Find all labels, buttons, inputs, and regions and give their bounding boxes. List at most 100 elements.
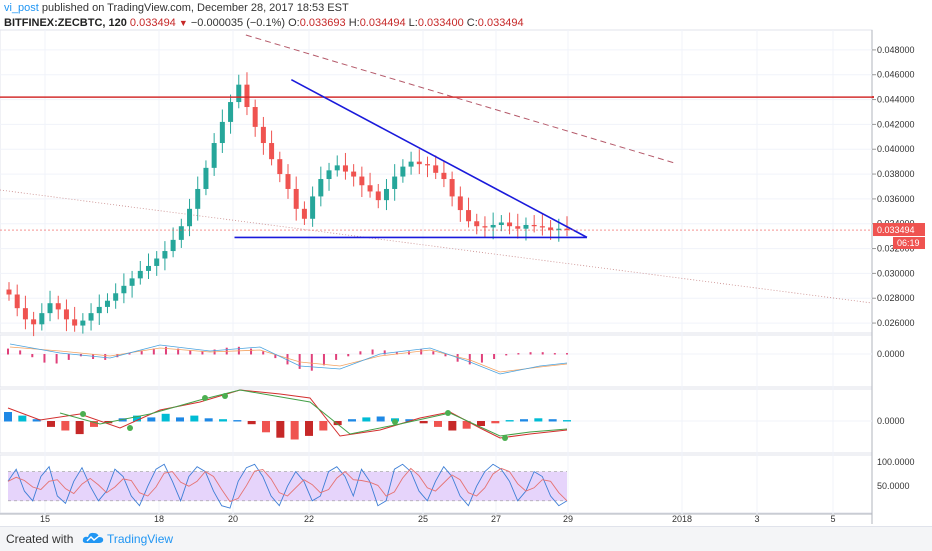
- candle-body: [96, 306, 102, 314]
- candle-body: [507, 222, 513, 227]
- candle-body: [277, 159, 283, 175]
- candle-body: [104, 300, 110, 307]
- candle-body: [400, 166, 406, 177]
- candle-body: [556, 228, 562, 230]
- candle-body: [187, 208, 193, 227]
- candle-body: [55, 303, 61, 310]
- candle-body: [31, 319, 37, 325]
- squeeze-bar: [176, 417, 184, 422]
- candle-body: [39, 313, 45, 325]
- squeeze-bar: [534, 418, 543, 422]
- candle-body: [334, 165, 340, 171]
- squeeze-signal-dot: [80, 411, 86, 417]
- squeeze-signal-dot: [127, 425, 133, 431]
- macd-bar: [104, 354, 107, 360]
- macd-bar: [177, 348, 180, 355]
- squeeze-bar: [4, 412, 12, 422]
- candle-body: [6, 289, 12, 295]
- squeeze-signal-dot: [502, 435, 508, 441]
- squeeze-bar: [47, 421, 55, 427]
- squeeze-bar: [219, 419, 227, 422]
- candle-body: [515, 226, 521, 229]
- high-value: 0.034494: [359, 17, 406, 29]
- candle-body: [195, 188, 201, 209]
- tradingview-brand-link[interactable]: TradingView: [107, 532, 174, 546]
- y-tick-label: 0.046000: [877, 70, 915, 80]
- macd-bar: [201, 351, 204, 355]
- macd-bar: [480, 354, 483, 363]
- squeeze-bar: [548, 419, 557, 422]
- y-tick-label: 0.030000: [877, 268, 915, 278]
- tradingview-cloud-icon: [82, 532, 104, 543]
- macd-bar: [7, 348, 9, 355]
- candle-body: [236, 84, 242, 103]
- macd-bar: [383, 350, 386, 355]
- macd-bar: [420, 349, 423, 355]
- low-label: L:: [408, 17, 418, 29]
- squeeze-bar: [462, 421, 471, 429]
- chart-header: vi_post published on TradingView.com, De…: [4, 1, 524, 31]
- footer-bar: Created with TradingView: [0, 526, 932, 551]
- last-price-badge: [873, 223, 925, 237]
- macd-bar: [359, 351, 362, 355]
- candle-body: [539, 226, 545, 228]
- candle-body: [121, 285, 127, 294]
- macd-bar: [505, 354, 508, 356]
- candle-body: [482, 226, 488, 228]
- last-price: 0.033494: [129, 17, 176, 29]
- macd-bar: [310, 354, 313, 371]
- macd-bar: [371, 349, 374, 355]
- y-tick-label: 0.028000: [877, 293, 915, 303]
- candle-body: [318, 179, 324, 197]
- macd-bar: [262, 351, 265, 355]
- y-tick-label: 0.026000: [877, 318, 915, 328]
- squeeze-bar: [348, 419, 356, 422]
- stoch-k-line: [7, 463, 568, 509]
- macd-bar: [274, 354, 277, 359]
- candle-body: [326, 170, 332, 180]
- y-tick-label: 0.038000: [877, 169, 915, 179]
- author-link[interactable]: vi_post: [4, 2, 39, 14]
- candle-body: [170, 239, 176, 252]
- squeeze-bar: [362, 417, 371, 422]
- squeeze-bar: [405, 419, 414, 422]
- squeeze-bar: [419, 421, 428, 424]
- macd-bar: [189, 350, 192, 355]
- macd-bar: [140, 350, 143, 355]
- candle-body: [457, 196, 463, 211]
- candle-body: [367, 185, 373, 192]
- candle-body: [293, 188, 299, 209]
- squeeze-signal-dot: [392, 419, 398, 425]
- squeeze-bar: [190, 415, 199, 422]
- squeeze-bar: [161, 413, 170, 422]
- squeeze-signal-dot: [202, 395, 208, 401]
- squeeze-bar: [147, 417, 156, 422]
- squeeze-bar: [563, 420, 571, 422]
- macd-zero-label: 0.0000: [877, 349, 905, 359]
- candle-body: [301, 208, 307, 219]
- squeeze-bar: [133, 415, 141, 422]
- candle-body: [351, 171, 357, 177]
- x-tick-label: 5: [830, 514, 835, 524]
- squeeze-bar: [276, 421, 285, 438]
- high-label: H:: [348, 17, 360, 29]
- candle-body: [449, 179, 455, 197]
- x-tick-label: 20: [228, 514, 238, 524]
- publish-info: published on TradingView.com, December 2…: [41, 2, 349, 14]
- candle-body: [154, 258, 160, 266]
- squeeze-bar: [491, 421, 500, 424]
- candle-body: [433, 165, 439, 173]
- close-value: 0.033494: [477, 17, 524, 29]
- squeeze-bar: [505, 420, 514, 422]
- chart-area[interactable]: 15 18 20 22 25 27 29 2018 3 5 0.048000 0.046000 0.04…: [0, 0, 932, 526]
- x-tick-label: 25: [418, 514, 428, 524]
- macd-bar: [335, 354, 338, 360]
- macd-bar: [444, 354, 447, 357]
- candle-body: [285, 174, 291, 189]
- candle-body: [203, 167, 209, 189]
- squeeze-bar: [233, 420, 242, 422]
- candle-body: [252, 107, 258, 127]
- candle-body: [63, 309, 69, 320]
- open-label: O:: [288, 17, 300, 29]
- ohlc-line: BITFINEX:ZECBTC, 120 0.033494 ▼ −0.00003…: [4, 16, 524, 31]
